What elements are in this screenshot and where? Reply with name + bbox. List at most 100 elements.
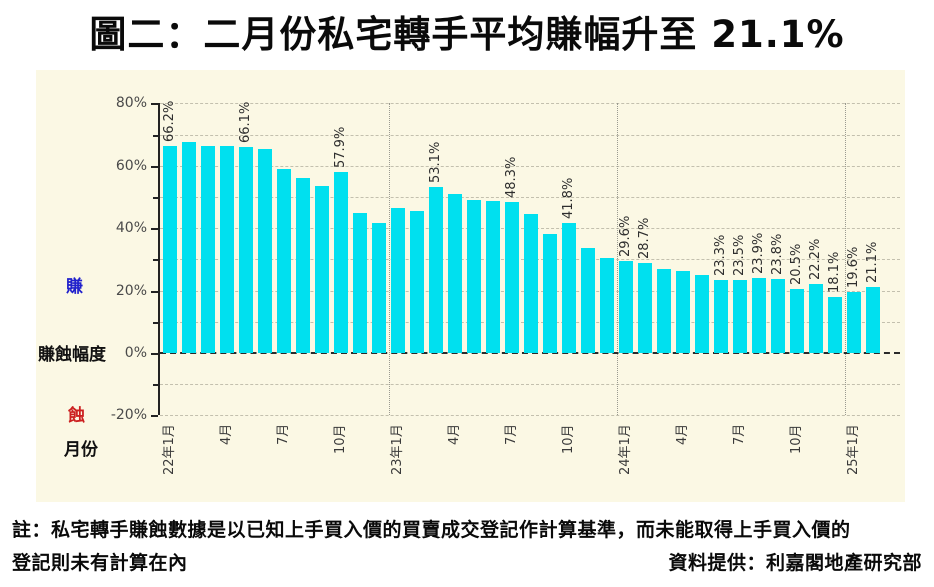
x-tick-label: 4月	[447, 423, 462, 445]
bar-value-label: 23.9%	[751, 233, 766, 275]
x-tick-label: 25年1月	[846, 424, 861, 475]
x-tick-label: 10月	[561, 424, 576, 454]
y-axis-tick	[151, 290, 158, 293]
bar	[524, 214, 538, 353]
bar	[334, 172, 348, 353]
footnote-line2: 登記則未有計算在內	[12, 552, 188, 574]
bar-value-label: 57.9%	[333, 127, 348, 169]
x-axis-title: 月份	[64, 440, 98, 460]
y-axis-tick	[151, 353, 158, 355]
chart-panel: 賺 賺蝕幅度 蝕 月份 80% 60% 40% 20% 0% -20% 66.2% 66.1%…	[36, 70, 905, 502]
bar	[847, 291, 861, 353]
bar	[638, 263, 652, 353]
y-axis-tick	[153, 134, 158, 137]
y-axis-tick	[153, 197, 158, 199]
x-tick-label: 7月	[732, 423, 747, 445]
x-tick-label: 24年1月	[618, 424, 633, 475]
gridline-h	[160, 165, 900, 167]
y-axis-tick	[151, 165, 158, 168]
bar	[220, 146, 234, 353]
bar	[315, 185, 329, 353]
year-separator	[616, 103, 618, 416]
bar	[296, 178, 310, 353]
bar	[448, 193, 462, 353]
gridline-h	[160, 197, 900, 198]
bar-value-label: 20.5%	[789, 243, 804, 286]
y-tick-label: 60%	[115, 157, 147, 174]
bar-value-label: 29.6%	[618, 215, 633, 257]
bar	[657, 268, 671, 353]
bar-value-label: 66.1%	[238, 101, 253, 143]
zero-line	[160, 352, 900, 354]
bar	[353, 212, 367, 353]
x-tick-label: 7月	[504, 423, 519, 445]
bar	[752, 278, 766, 353]
bar	[391, 207, 405, 353]
y-tick-label: 40%	[115, 220, 147, 237]
y-tick-label: 20%	[115, 282, 147, 299]
bar-value-label: 28.7%	[637, 218, 652, 260]
x-tick-label: 4月	[219, 423, 234, 445]
bar-value-label: 48.3%	[504, 156, 519, 199]
gridline-h	[160, 134, 900, 136]
bar	[277, 168, 291, 353]
bar	[619, 260, 633, 353]
bar	[866, 287, 880, 353]
y-axis-title: 賺蝕幅度	[38, 345, 106, 365]
bar	[676, 270, 690, 353]
bar-value-label: 53.1%	[428, 142, 443, 184]
bar-value-label: 23.8%	[770, 233, 785, 275]
x-tick-label: 7月	[276, 423, 291, 445]
bar-value-label: 21.1%	[865, 241, 880, 284]
legend-loss: 蝕	[68, 406, 85, 426]
bar	[790, 289, 804, 353]
bar-value-label: 23.3%	[713, 234, 728, 277]
bar-value-label: 18.1%	[827, 251, 842, 293]
bar	[163, 146, 177, 353]
bar	[695, 275, 709, 353]
source-credit: 資料提供：利嘉閣地產研究部	[668, 552, 922, 574]
bar	[562, 222, 576, 353]
bar	[258, 148, 272, 353]
bar	[714, 280, 728, 353]
bar	[467, 200, 481, 353]
gridline-h	[160, 415, 900, 417]
bar-value-label: 23.5%	[732, 234, 747, 276]
x-tick-label: 23年1月	[390, 424, 405, 475]
y-axis-tick	[153, 321, 158, 324]
bar	[771, 278, 785, 353]
y-axis-tick	[153, 384, 158, 387]
bar	[372, 223, 386, 353]
y-tick-label: 0%	[124, 345, 147, 361]
bar	[201, 145, 215, 353]
y-axis-tick	[151, 228, 158, 231]
footnote-line1: 註：私宅轉手賺蝕數據是以已知上手買入價的買賣成交登記作計算基準，而未能取得上手買…	[12, 519, 851, 541]
x-tick-label: 10月	[333, 424, 348, 454]
year-separator	[388, 103, 390, 416]
bar	[809, 283, 823, 353]
x-tick-label: 10月	[789, 424, 804, 454]
bar	[486, 201, 500, 353]
bar	[429, 187, 443, 353]
year-separator	[844, 103, 846, 416]
bar-value-label: 22.2%	[808, 238, 823, 280]
chart-title: 圖二：二月份私宅轉手平均賺幅升至 21.1%	[89, 13, 845, 56]
x-tick-label: 22年1月	[162, 424, 177, 475]
y-axis-tick	[151, 103, 158, 106]
bar	[182, 141, 196, 353]
x-tick-label: 4月	[675, 423, 690, 445]
bar-value-label: 66.2%	[162, 101, 177, 143]
bar	[733, 279, 747, 353]
y-axis-line	[158, 103, 160, 416]
y-axis-tick	[153, 259, 158, 262]
y-tick-label: 80%	[115, 95, 147, 112]
bar	[600, 258, 614, 353]
bar-value-label: 19.6%	[846, 246, 861, 288]
bar	[581, 248, 595, 353]
y-tick-label: -20%	[110, 407, 147, 424]
bar	[410, 211, 424, 353]
bar	[239, 146, 253, 353]
gridline-h	[160, 103, 900, 105]
bar	[505, 202, 519, 353]
